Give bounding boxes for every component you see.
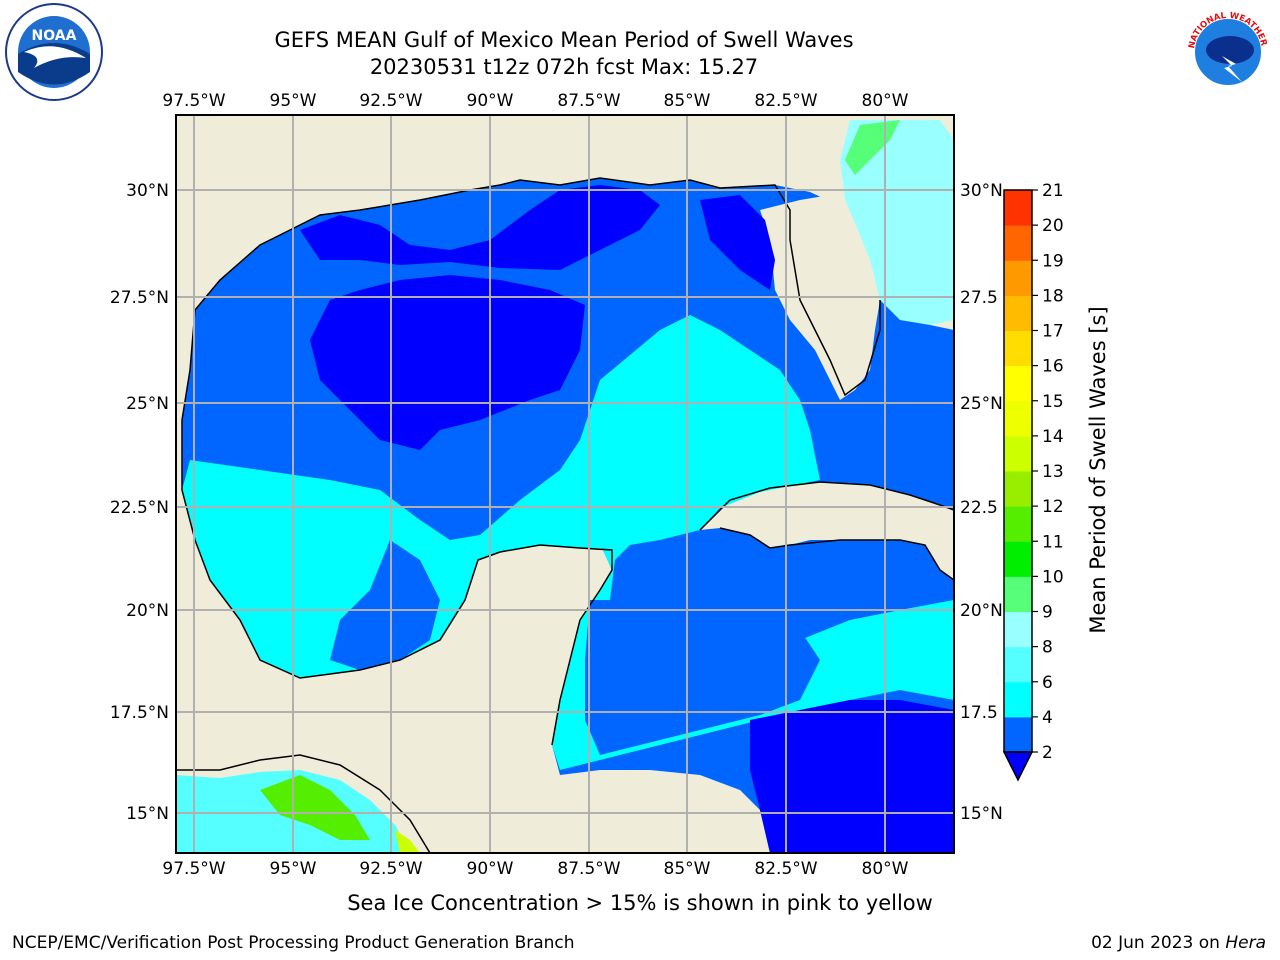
colorbar-tick-label: 12 xyxy=(1042,497,1064,517)
swell-zone-below-2s-southeast xyxy=(750,700,954,853)
colorbar-swatch xyxy=(1004,225,1032,261)
footer-date: 02 Jun 2023 on Hera xyxy=(1091,933,1266,953)
colorbar-swatch xyxy=(1004,260,1032,296)
colorbar-swatch xyxy=(1004,365,1032,402)
title-line1: GEFS MEAN Gulf of Mexico Mean Period of … xyxy=(274,28,854,52)
lat-label-left: 15°N xyxy=(126,804,169,824)
lon-label-bottom: 95°W xyxy=(270,859,317,879)
colorbar-tick-label: 19 xyxy=(1042,251,1064,271)
colorbar-tick-label: 15 xyxy=(1042,392,1064,412)
colorbar-swatch xyxy=(1004,506,1032,542)
colorbar-swatch xyxy=(1004,435,1032,472)
swell-zone-2-4s-campeche xyxy=(330,540,440,670)
colorbar-tick-label: 9 xyxy=(1042,603,1053,623)
colorbar-swatch xyxy=(1004,646,1032,683)
colorbar-swatch xyxy=(1004,576,1032,612)
swell-zone-12-14s-pacific xyxy=(395,830,420,853)
colorbar-swatch xyxy=(1004,541,1032,577)
colorbar-tick-label: 4 xyxy=(1042,708,1053,728)
lat-label-right: 25°N xyxy=(960,394,1003,414)
colorbar-title: Mean Period of Swell Waves [s] xyxy=(1086,306,1110,634)
colorbar-tick-label: 2 xyxy=(1042,743,1053,763)
footer-host: Hera xyxy=(1225,933,1266,953)
lat-label-left: 17.5°N xyxy=(110,703,169,723)
colorbar-tick-label: 8 xyxy=(1042,638,1053,658)
colorbar-swatch xyxy=(1004,716,1032,753)
lon-label-bottom: 90°W xyxy=(467,859,514,879)
lon-label-top: 87.5°W xyxy=(557,91,620,111)
lon-label-top: 97.5°W xyxy=(162,91,225,111)
colorbar-swatch xyxy=(1004,471,1032,507)
lat-label-right: 27.5 xyxy=(960,288,998,308)
lat-label-left: 22.5°N xyxy=(110,498,169,518)
lat-label-left: 30°N xyxy=(126,181,169,201)
colorbar-swatch xyxy=(1004,400,1032,437)
map-fields xyxy=(176,115,954,853)
lon-label-bottom: 97.5°W xyxy=(162,859,225,879)
swell-zone-2-4s-caribbean xyxy=(585,600,820,755)
lat-label-right: 17.5 xyxy=(960,703,998,723)
colorbar-tick-label: 10 xyxy=(1042,567,1064,587)
lon-label-top: 82.5°W xyxy=(754,91,817,111)
swell-zone-9-12s-pacific xyxy=(260,775,370,840)
graticule xyxy=(176,115,954,853)
lon-label-bottom: 92.5°W xyxy=(359,859,422,879)
lon-label-top: 95°W xyxy=(270,91,317,111)
lon-label-top: 90°W xyxy=(467,91,514,111)
footer-credit: NCEP/EMC/Verification Post Processing Pr… xyxy=(12,933,575,953)
lon-label-bottom: 85°W xyxy=(664,859,711,879)
colorbar-extend-triangle xyxy=(1002,751,1034,782)
colorbar-swatch xyxy=(1004,681,1032,718)
colorbar-swatch xyxy=(1004,190,1032,226)
sea-ice-note: Sea Ice Concentration > 15% is shown in … xyxy=(347,891,933,915)
map-frame xyxy=(175,114,955,854)
lon-label-bottom: 80°W xyxy=(862,859,909,879)
swell-zone-9-10s-east xyxy=(845,120,900,175)
colorbar-tick-label: 21 xyxy=(1042,181,1064,201)
lat-label-right: 15°N xyxy=(960,804,1003,824)
swell-zone-below-2s-northeast xyxy=(700,195,775,290)
lat-label-right: 20°N xyxy=(960,601,1003,621)
lon-label-bottom: 87.5°W xyxy=(557,859,620,879)
noaa-logo-icon: NOAA xyxy=(5,3,103,101)
footer-date-text: 02 Jun 2023 on xyxy=(1091,933,1226,953)
nws-logo-icon: NATIONAL WEATHER SERVICE xyxy=(1178,2,1276,100)
colorbar-swatch xyxy=(1004,611,1032,648)
colorbar-tick-label: 6 xyxy=(1042,673,1053,693)
colorbar-swatch xyxy=(1004,295,1032,331)
lon-label-top: 85°W xyxy=(664,91,711,111)
colorbar-tick-label: 17 xyxy=(1042,322,1064,342)
colorbar-tick-label: 18 xyxy=(1042,286,1064,306)
colorbar-tick-label: 13 xyxy=(1042,462,1064,482)
lat-label-left: 25°N xyxy=(126,394,169,414)
lon-label-top: 92.5°W xyxy=(359,91,422,111)
lat-label-left: 20°N xyxy=(126,601,169,621)
lat-label-right: 30°N xyxy=(960,181,1003,201)
colorbar-tick-label: 14 xyxy=(1042,427,1064,447)
coastlines xyxy=(176,177,954,853)
swell-zone-below-2s-center xyxy=(310,275,585,450)
noaa-logo-text: NOAA xyxy=(32,28,77,44)
colorbar-tick-label: 16 xyxy=(1042,357,1064,377)
lon-label-top: 80°W xyxy=(862,91,909,111)
lat-label-right: 22.5 xyxy=(960,498,998,518)
swell-zone-6-8s-east xyxy=(840,120,954,325)
colorbar: 2 4 6 8 9 10 11 12 13 14 15 16 17 18 19 20 21 xyxy=(1002,181,1064,782)
lon-label-bottom: 82.5°W xyxy=(754,859,817,879)
title-line2: 20230531 t12z 072h fcst Max: 15.27 xyxy=(369,55,759,79)
colorbar-tick-label: 11 xyxy=(1042,532,1064,552)
lat-label-left: 27.5°N xyxy=(110,288,169,308)
colorbar-tick-label: 20 xyxy=(1042,216,1064,236)
land-north-america xyxy=(176,115,954,853)
colorbar-swatch xyxy=(1004,330,1032,367)
